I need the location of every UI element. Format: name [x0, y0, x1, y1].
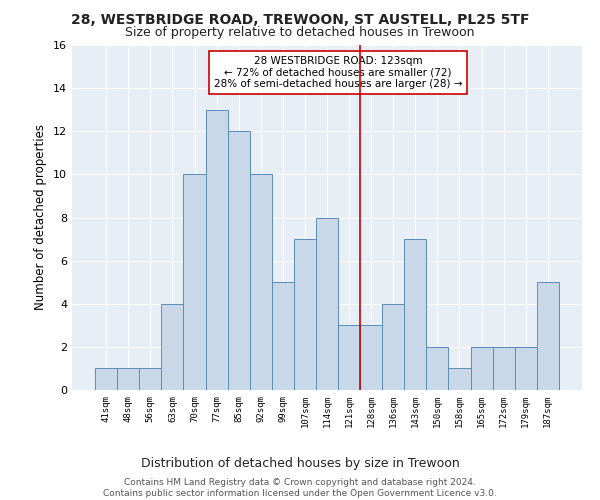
Bar — [382, 304, 404, 390]
Bar — [250, 174, 272, 390]
Bar — [206, 110, 227, 390]
Text: Size of property relative to detached houses in Trewoon: Size of property relative to detached ho… — [125, 26, 475, 39]
Text: 28, WESTBRIDGE ROAD, TREWOON, ST AUSTELL, PL25 5TF: 28, WESTBRIDGE ROAD, TREWOON, ST AUSTELL… — [71, 12, 529, 26]
Bar — [316, 218, 338, 390]
Bar — [184, 174, 206, 390]
Bar — [448, 368, 470, 390]
Bar — [470, 347, 493, 390]
Bar — [427, 347, 448, 390]
Bar — [117, 368, 139, 390]
Y-axis label: Number of detached properties: Number of detached properties — [34, 124, 47, 310]
Bar — [161, 304, 184, 390]
Bar — [360, 326, 382, 390]
Bar — [272, 282, 294, 390]
Bar — [537, 282, 559, 390]
Bar — [338, 326, 360, 390]
Bar — [404, 239, 427, 390]
Bar — [515, 347, 537, 390]
Text: Distribution of detached houses by size in Trewoon: Distribution of detached houses by size … — [140, 458, 460, 470]
Bar — [227, 131, 250, 390]
Text: Contains HM Land Registry data © Crown copyright and database right 2024.
Contai: Contains HM Land Registry data © Crown c… — [103, 478, 497, 498]
Bar — [95, 368, 117, 390]
Bar — [139, 368, 161, 390]
Bar — [493, 347, 515, 390]
Bar — [294, 239, 316, 390]
Text: 28 WESTBRIDGE ROAD: 123sqm
← 72% of detached houses are smaller (72)
28% of semi: 28 WESTBRIDGE ROAD: 123sqm ← 72% of deta… — [214, 56, 462, 89]
